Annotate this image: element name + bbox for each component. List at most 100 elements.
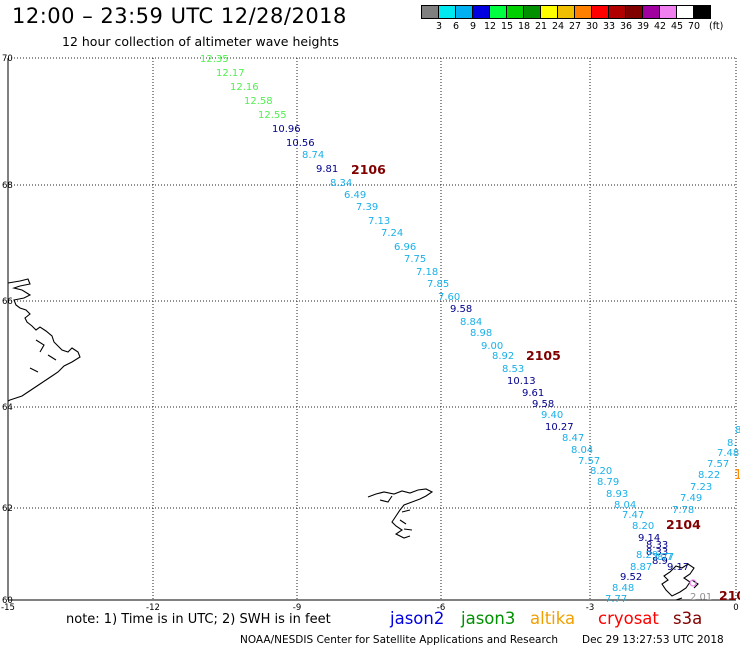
faroe-islands: [367, 488, 434, 539]
shetland-islands: [661, 563, 695, 597]
lat-label: 68: [2, 181, 13, 191]
swh-value-label: 8.20: [632, 521, 654, 532]
lat-label: 70: [2, 54, 13, 64]
satellite-jason2: jason2: [390, 609, 445, 628]
page-subtitle: 12 hour collection of altimeter wave hei…: [62, 34, 339, 49]
swh-value-label: 9.40: [541, 410, 563, 421]
swh-value-label: 12.17: [216, 68, 245, 79]
satellite-altika: altika: [530, 609, 576, 628]
swh-value-label: 7.77: [652, 552, 674, 563]
legend-labels: 3 6 9 12 15 18 21 24 27 30 33 36 39 42 45 70 (ft): [421, 19, 740, 33]
legend-swatches: [421, 5, 740, 19]
lat-label: 62: [2, 504, 13, 514]
swh-value-label: 7.13: [368, 216, 390, 227]
swh-value-label: 12.35: [200, 54, 229, 65]
swh-value-label: 8.7: [657, 552, 673, 563]
legend-label: 45: [671, 21, 684, 32]
swh-value-label: 7.23: [690, 482, 712, 493]
swh-value-label: 8.22: [698, 470, 720, 481]
lat-label: 60: [2, 596, 13, 606]
map-frame: [7, 58, 736, 601]
satellite-s3a: s3a: [673, 609, 703, 628]
legend-swatch: [693, 5, 711, 19]
swh-edge-label: 8.: [727, 438, 737, 449]
swh-value-label: 7.24: [381, 228, 403, 239]
swh-value-label: 8.92: [492, 351, 514, 362]
swh-value-label: 10.27: [545, 422, 574, 433]
legend-label: 24: [552, 21, 565, 32]
legend-label: 30: [586, 21, 599, 32]
legend-label: 15: [501, 21, 514, 32]
swh-value-label: 7.57: [707, 459, 729, 470]
swh-value-label: 12.55: [258, 110, 287, 121]
swh-value-label: 9.17: [667, 562, 689, 573]
swh-value-label: 8.48: [612, 583, 634, 594]
swh-value-label: 2.01: [690, 592, 712, 603]
swh-value-label: 9.14: [638, 533, 660, 544]
legend-label: 6: [453, 21, 460, 32]
footer-timestamp: Dec 29 13:27:53 UTC 2018: [582, 634, 724, 646]
swh-value-label: 10.13: [507, 376, 536, 387]
iceland-coastline: [7, 278, 81, 402]
gridlines: [8, 57, 737, 600]
swh-value-label: 8.20: [590, 466, 612, 477]
swh-value-label: 8.53: [502, 364, 524, 375]
swh-value-label: 8.47: [562, 433, 584, 444]
swh-edge-label: 8: [735, 425, 740, 436]
swh-value-label: 7.60: [438, 292, 460, 303]
legend-label: 21: [535, 21, 548, 32]
swh-value-label: 10.56: [286, 138, 315, 149]
legend-label: 3: [436, 21, 443, 32]
shetland-islets: [675, 579, 699, 601]
pink-marker: [689, 579, 697, 587]
swh-value-label: 7.39: [356, 202, 378, 213]
lon-label: -15: [1, 603, 15, 613]
swh-value-label: 9.58: [450, 304, 472, 315]
swh-value-label: 10.96: [272, 124, 301, 135]
swh-value-label: 7.78: [672, 505, 694, 516]
iceland-fjords: [29, 339, 57, 373]
swh-value-label: 8.84: [460, 317, 482, 328]
track-number-label: 2104: [666, 517, 701, 532]
legend-unit: (ft): [709, 21, 724, 32]
page-title: 12:00 – 23:59 UTC 12/28/2018: [12, 4, 347, 28]
swh-value-label: 8.04: [571, 445, 593, 456]
axis-labels: 70 68 66 64 62 60-15 -12 -9 -6 -3 0: [1, 54, 739, 613]
legend-label: 27: [569, 21, 582, 32]
lon-label: -3: [586, 603, 594, 613]
lon-label: -9: [293, 603, 301, 613]
swh-value-label: 8.79: [597, 477, 619, 488]
swh-value-label: 12.16: [230, 82, 259, 93]
swh-value-label: 7.75: [404, 254, 426, 265]
swh-value-label: 8.98: [470, 328, 492, 339]
swh-value-label: 9.61: [522, 388, 544, 399]
swh-edge-label: 7.48: [717, 448, 739, 459]
lon-label: -6: [437, 603, 445, 613]
swh-value-label: 8.93: [606, 489, 628, 500]
swh-value-label: 8.9: [652, 556, 668, 567]
swh-value-label: 7.85: [427, 279, 449, 290]
lon-label: -12: [146, 603, 160, 613]
note-text: note: 1) Time is in UTC; 2) SWH is in fe…: [66, 612, 331, 627]
swh-value-label: 7.77: [605, 594, 627, 605]
legend-label: 39: [637, 21, 650, 32]
satellite-cryosat: cryosat: [598, 609, 659, 628]
legend-label: 18: [518, 21, 531, 32]
color-legend: 3 6 9 12 15 18 21 24 27 30 33 36 39 42 45 70 (ft): [421, 5, 740, 33]
swh-value-label: 8.87: [630, 562, 652, 573]
swh-value-label: 7.47: [622, 510, 644, 521]
swh-value-label: 9.58: [532, 399, 554, 410]
swh-edge-label: 1: [734, 468, 740, 483]
swh-value-label: 9.00: [481, 341, 503, 352]
coastlines: [7, 278, 699, 601]
swh-value-label: 9.81: [316, 164, 338, 175]
lat-label: 64: [2, 403, 13, 413]
swh-value-label: 6.96: [394, 242, 416, 253]
lon-label: 0: [733, 603, 738, 613]
swh-labels: 12.35 12.17 12.16 12.58 12.55 10.96 10.568.74 9…: [200, 54, 740, 605]
satellite-jason3: jason3: [461, 609, 516, 628]
swh-value-label: 8.04: [614, 500, 636, 511]
track-number-label: 2106: [351, 162, 386, 177]
legend-label: 12: [484, 21, 497, 32]
